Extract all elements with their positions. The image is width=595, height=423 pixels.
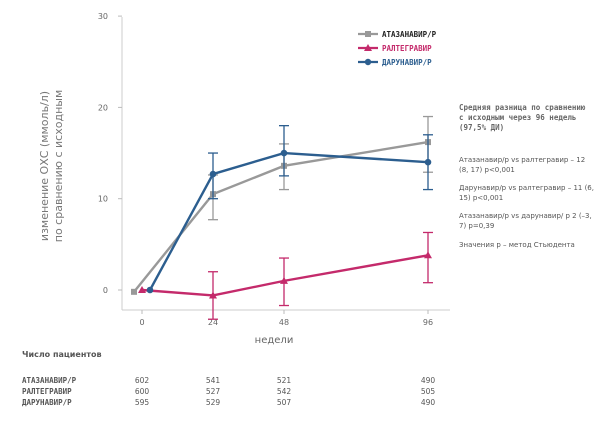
series-line bbox=[148, 151, 429, 291]
patients-row-name: РАЛТЕГРАВИР bbox=[22, 387, 72, 396]
data-point bbox=[131, 288, 137, 295]
series-square bbox=[131, 115, 433, 295]
patients-count: 521 bbox=[276, 376, 292, 385]
data-point bbox=[280, 276, 288, 284]
y-tick-label: 20 bbox=[98, 103, 108, 112]
patients-row-name: ДАРУНАВИР/Р bbox=[22, 398, 72, 407]
patients-count: 527 bbox=[205, 387, 221, 396]
patients-count: 490 bbox=[420, 376, 436, 385]
data-point bbox=[209, 170, 217, 178]
series-line bbox=[141, 254, 429, 297]
y-tick-label: 30 bbox=[98, 12, 108, 21]
series-triangle bbox=[138, 231, 433, 320]
legend: АТАЗАНАВИР/Р РАЛТЕГРАВИР ДАРУНАВИР/Р bbox=[358, 30, 437, 67]
data-point bbox=[424, 251, 432, 259]
patients-count: 490 bbox=[420, 398, 436, 407]
comparison-atazanavir-darunavir: Атазанавир/р vs дарунавир/ р 2 (–3, 7) p… bbox=[459, 212, 592, 230]
x-tick-label: 0 bbox=[139, 318, 144, 327]
series-line bbox=[133, 140, 429, 293]
legend-item: РАЛТЕГРАВИР bbox=[358, 44, 432, 53]
legend-label: РАЛТЕГРАВИР bbox=[382, 44, 432, 53]
patients-row-name: АТАЗАНАВИР/Р bbox=[22, 376, 77, 385]
legend-label: ДАРУНАВИР/Р bbox=[382, 58, 432, 67]
x-tick-label: 96 bbox=[423, 318, 433, 327]
y-tick-label: 10 bbox=[98, 195, 108, 204]
patients-row: АТАЗАНАВИР/Р 602 541 521 490 bbox=[22, 376, 582, 387]
data-point bbox=[138, 286, 146, 293]
legend-item: ДАРУНАВИР/Р bbox=[358, 58, 432, 67]
patients-count: 595 bbox=[134, 398, 150, 407]
patients-count: 542 bbox=[276, 387, 292, 396]
data-point bbox=[209, 291, 217, 299]
patients-count: 541 bbox=[205, 376, 221, 385]
legend-label: АТАЗАНАВИР/Р bbox=[382, 30, 437, 39]
y-ticks: 0 10 20 30 bbox=[98, 12, 122, 295]
x-tick-label: 24 bbox=[208, 318, 218, 327]
comparison-atazanavir-raltegravir: Атазанавир/р vs ралтегравир – 12 (8, 17)… bbox=[459, 156, 586, 174]
patients-count: 602 bbox=[134, 376, 150, 385]
legend-marker bbox=[365, 31, 371, 37]
data-point bbox=[424, 158, 432, 166]
data-point bbox=[280, 149, 288, 157]
data-point bbox=[146, 286, 154, 294]
patients-count: 507 bbox=[276, 398, 292, 407]
patients-count: 529 bbox=[205, 398, 221, 407]
y-axis-label-2: по сравнению с исходным bbox=[52, 90, 65, 243]
difference-title: Средняя разница по сравнению с исходным … bbox=[459, 103, 586, 132]
legend-item: АТАЗАНАВИР/Р bbox=[358, 30, 437, 39]
series-circle bbox=[146, 125, 433, 294]
patients-title: Число пациентов bbox=[22, 350, 102, 359]
patients-row: РАЛТЕГРАВИР 600 527 542 505 bbox=[22, 387, 582, 398]
legend-marker bbox=[364, 58, 372, 66]
p-value-method-note: Значения p – метод Стьюдента bbox=[459, 241, 575, 249]
x-ticks: 0 24 48 96 bbox=[139, 310, 433, 327]
patients-count: 505 bbox=[420, 387, 436, 396]
x-axis-label: недели bbox=[255, 335, 294, 346]
comparison-darunavir-raltegravir: Дарунавир/р vs ралтегравир – 11 (6, 15) … bbox=[459, 184, 594, 202]
y-tick-label: 0 bbox=[103, 286, 108, 295]
legend-marker bbox=[364, 44, 372, 51]
patients-row: ДАРУНАВИР/Р 595 529 507 490 bbox=[22, 398, 582, 409]
y-axis-label: изменение ОХС (ммоль/л) bbox=[38, 91, 51, 241]
series-layer bbox=[131, 115, 433, 320]
patients-count: 600 bbox=[134, 387, 150, 396]
x-tick-label: 48 bbox=[279, 318, 289, 327]
